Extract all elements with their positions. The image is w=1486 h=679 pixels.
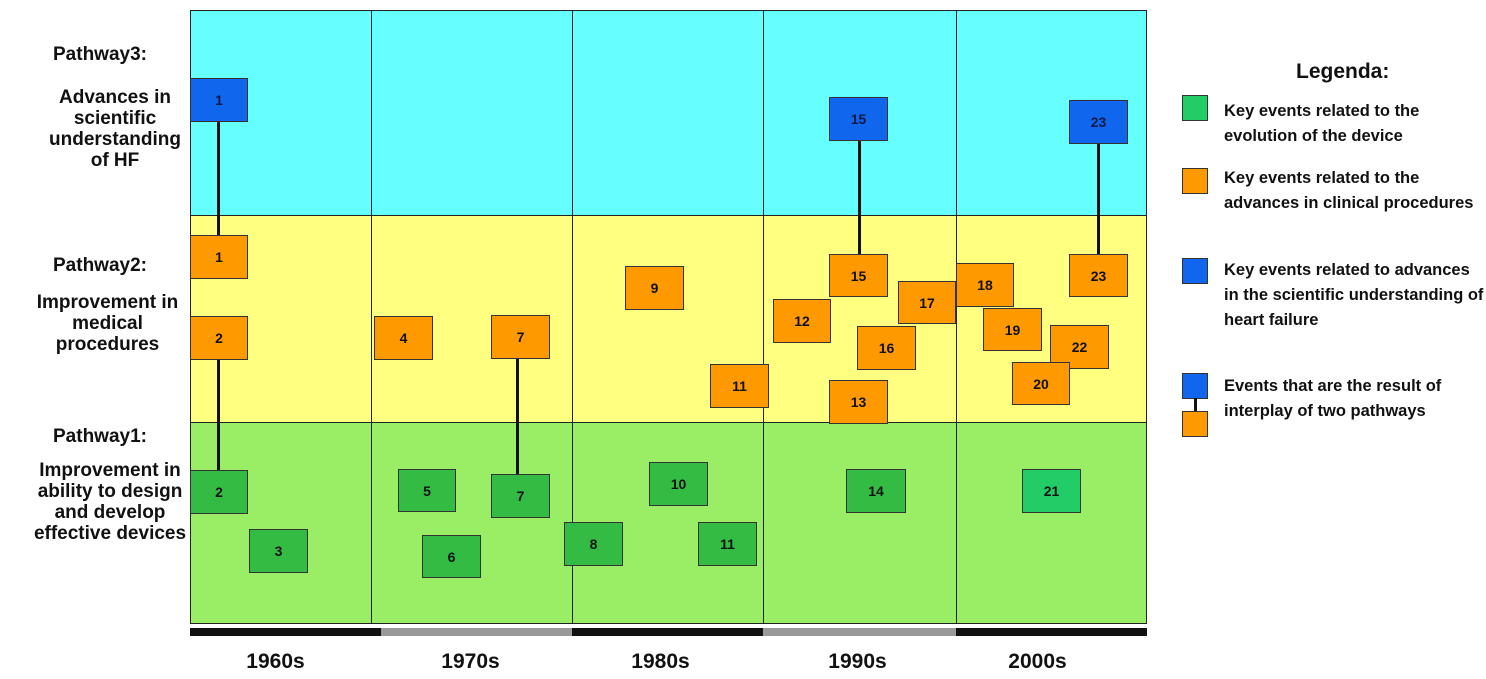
event-box: 6: [422, 535, 481, 578]
event-box: 17: [898, 281, 956, 324]
legend-swatch-blue: [1182, 373, 1208, 399]
decade-bar: [572, 628, 763, 636]
legend-swatch-blue: [1182, 258, 1208, 284]
decade-label: 1970s: [441, 650, 500, 673]
interplay-link: [516, 358, 519, 475]
event-box: 11: [698, 522, 757, 566]
event-box: 10: [649, 462, 708, 506]
pathway3-title: Pathway3:: [53, 44, 147, 65]
event-box: 7: [491, 315, 550, 359]
interplay-link: [1097, 143, 1100, 255]
decade-divider: [371, 10, 372, 623]
decade-label: 1980s: [631, 650, 690, 673]
legend-text: Key events related to the advances in cl…: [1224, 169, 1474, 212]
decade-divider: [572, 10, 573, 623]
event-box: 11: [710, 364, 769, 408]
event-box: 13: [829, 380, 888, 424]
event-box: 1: [190, 78, 248, 122]
event-box: 16: [857, 326, 916, 370]
pathway1-band: [190, 423, 1146, 623]
event-box: 9: [625, 266, 684, 310]
band-divider: [190, 422, 1147, 423]
event-box: 4: [374, 316, 433, 360]
event-box: 18: [956, 263, 1014, 307]
event-box: 23: [1069, 100, 1128, 144]
event-box: 23: [1069, 254, 1128, 297]
event-box: 21: [1022, 469, 1081, 513]
event-box: 15: [829, 97, 888, 141]
band-divider: [190, 215, 1147, 216]
legend-title: Legenda:: [1296, 60, 1390, 83]
pathway2-title: Pathway2:: [53, 255, 147, 276]
event-box: 1: [190, 235, 248, 279]
event-box: 5: [398, 469, 456, 512]
decade-bar: [956, 628, 1147, 636]
decade-divider: [956, 10, 957, 623]
event-box: 22: [1050, 325, 1109, 369]
pathway3-band: [190, 10, 1146, 216]
decade-label: 1990s: [828, 650, 887, 673]
legend-swatch-green: [1182, 95, 1208, 121]
event-box: 14: [846, 469, 906, 513]
event-box: 3: [249, 529, 308, 573]
decade-bar: [381, 628, 572, 636]
event-box: 15: [829, 254, 888, 297]
decade-bar: [190, 628, 381, 636]
pathway2-desc: Improvement in medical procedures: [36, 292, 179, 355]
event-box: 8: [564, 522, 623, 566]
interplay-link: [858, 140, 861, 255]
event-box: 20: [1012, 362, 1070, 405]
pathway3-desc: Advances in scientific understanding of …: [49, 87, 181, 171]
event-box: 19: [983, 308, 1042, 351]
legend-text: Events that are the result of interplay …: [1224, 377, 1442, 420]
event-box: 7: [491, 474, 550, 518]
decade-divider: [763, 10, 764, 623]
interplay-link: [217, 120, 220, 237]
legend-swatch-orange: [1182, 411, 1208, 437]
legend-interplay-link: [1194, 398, 1197, 412]
event-box: 12: [773, 299, 831, 343]
interplay-link: [217, 358, 220, 471]
decade-bar: [763, 628, 956, 636]
pathway1-title: Pathway1:: [53, 426, 147, 447]
event-box: 2: [190, 470, 248, 514]
decade-label: 1960s: [246, 650, 305, 673]
legend-swatch-orange: [1182, 168, 1208, 194]
legend-text: Key events related to advances in the sc…: [1224, 261, 1484, 329]
pathway1-desc: Improvement in ability to design and dev…: [33, 460, 187, 544]
decade-label: 2000s: [1008, 650, 1067, 673]
legend-text: Key events related to the evolution of t…: [1224, 102, 1420, 145]
event-box: 2: [190, 316, 248, 360]
